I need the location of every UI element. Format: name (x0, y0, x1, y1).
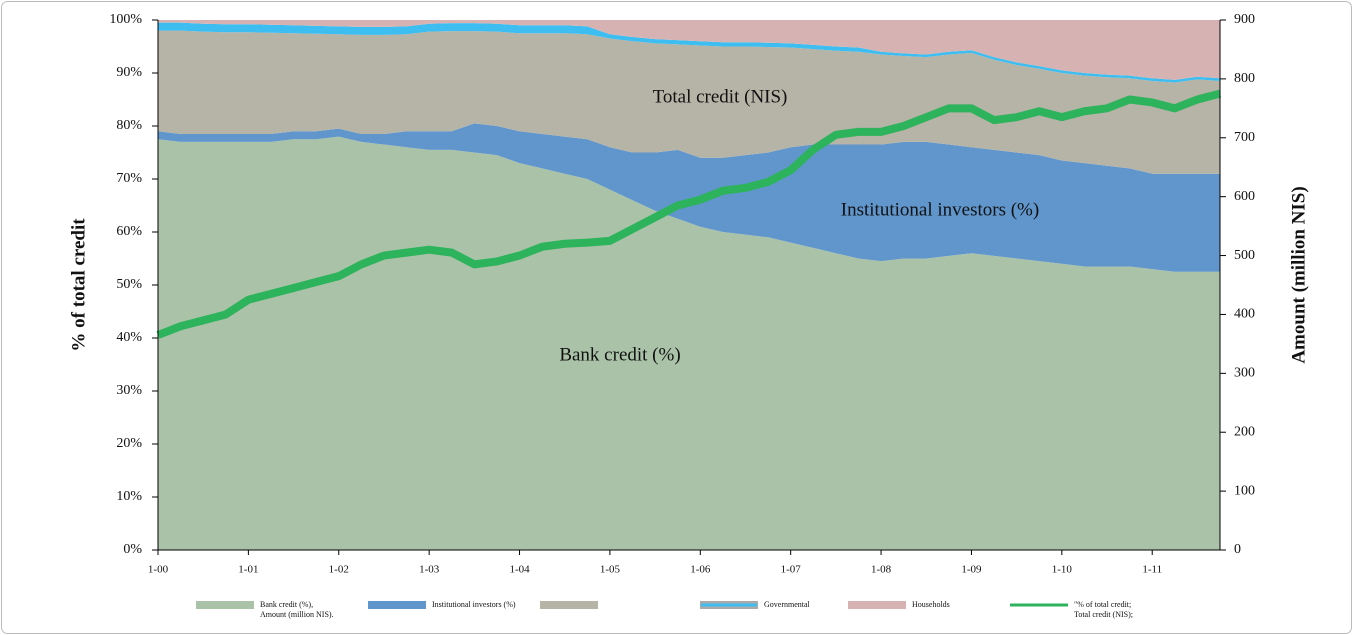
legend-label: Governmental (764, 600, 811, 609)
y-tick-label: 30% (116, 383, 142, 398)
x-tick-label: 1-01 (238, 564, 258, 576)
y2-tick-label: 200 (1234, 424, 1255, 439)
y-tick-label: 10% (116, 489, 142, 504)
y-tick-label: 90% (116, 65, 142, 80)
y2-axis-title: Amount (million NIS) (1288, 186, 1309, 363)
plot (158, 20, 1220, 550)
y-tick-label: 50% (116, 277, 142, 292)
y-tick-label: 60% (116, 224, 142, 239)
y2-tick-label: 300 (1234, 366, 1255, 381)
y2-tick-label: 600 (1234, 189, 1255, 204)
y-tick-label: 80% (116, 118, 142, 133)
y-tick-label: 20% (116, 436, 142, 451)
area (158, 123, 1220, 272)
y-tick-label: 70% (116, 171, 142, 186)
y-tick-label: 0% (123, 542, 142, 557)
legend-swatch (848, 601, 906, 609)
y2-tick-label: 0 (1234, 542, 1241, 557)
legend-swatch (540, 601, 598, 609)
legend-label: Amount (million NIS). (260, 610, 334, 619)
x-tick-label: 1-04 (509, 564, 530, 576)
legend-label: "% of total credit; (1074, 600, 1131, 609)
y2-tick-label: 400 (1234, 307, 1255, 322)
legend-swatch (196, 601, 254, 609)
area (158, 30, 1220, 174)
y-tick-label: 40% (116, 330, 142, 345)
y2-tick-label: 800 (1234, 71, 1255, 86)
area (158, 136, 1220, 550)
y-axis-title: % of total credit (68, 218, 89, 352)
area (158, 20, 1220, 80)
x-tick-label: 1-11 (1142, 564, 1162, 576)
legend-label: Institutional investors (%) (432, 600, 516, 609)
x-tick-label: 1-09 (961, 564, 982, 576)
y2-tick-label: 900 (1234, 12, 1255, 27)
total-credit-line (156, 89, 1222, 339)
legend-label: Bank credit (%), (260, 600, 313, 609)
x-tick-label: 1-00 (148, 564, 169, 576)
x-tick-label: 1-10 (1052, 564, 1073, 576)
y2-tick-label: 500 (1234, 248, 1255, 263)
x-tick-label: 1-07 (781, 564, 802, 576)
legend-label: Households (912, 600, 950, 609)
annotation: Total credit (NIS) (653, 86, 788, 107)
area (158, 22, 1220, 83)
y-tick-label: 100% (109, 12, 142, 27)
y2-tick-label: 700 (1234, 130, 1255, 145)
legend-label: Total credit (NIS); (1074, 610, 1133, 619)
x-tick-label: 1-02 (329, 564, 349, 576)
legend-swatch (368, 601, 426, 609)
x-tick-label: 1-06 (690, 564, 711, 576)
x-tick-label: 1-05 (600, 564, 621, 576)
annotation: Institutional investors (%) (841, 199, 1039, 220)
y2-tick-label: 100 (1234, 483, 1255, 498)
x-tick-label: 1-08 (871, 564, 892, 576)
annotation: Bank credit (%) (559, 344, 680, 365)
x-tick-label: 1-03 (419, 564, 440, 576)
